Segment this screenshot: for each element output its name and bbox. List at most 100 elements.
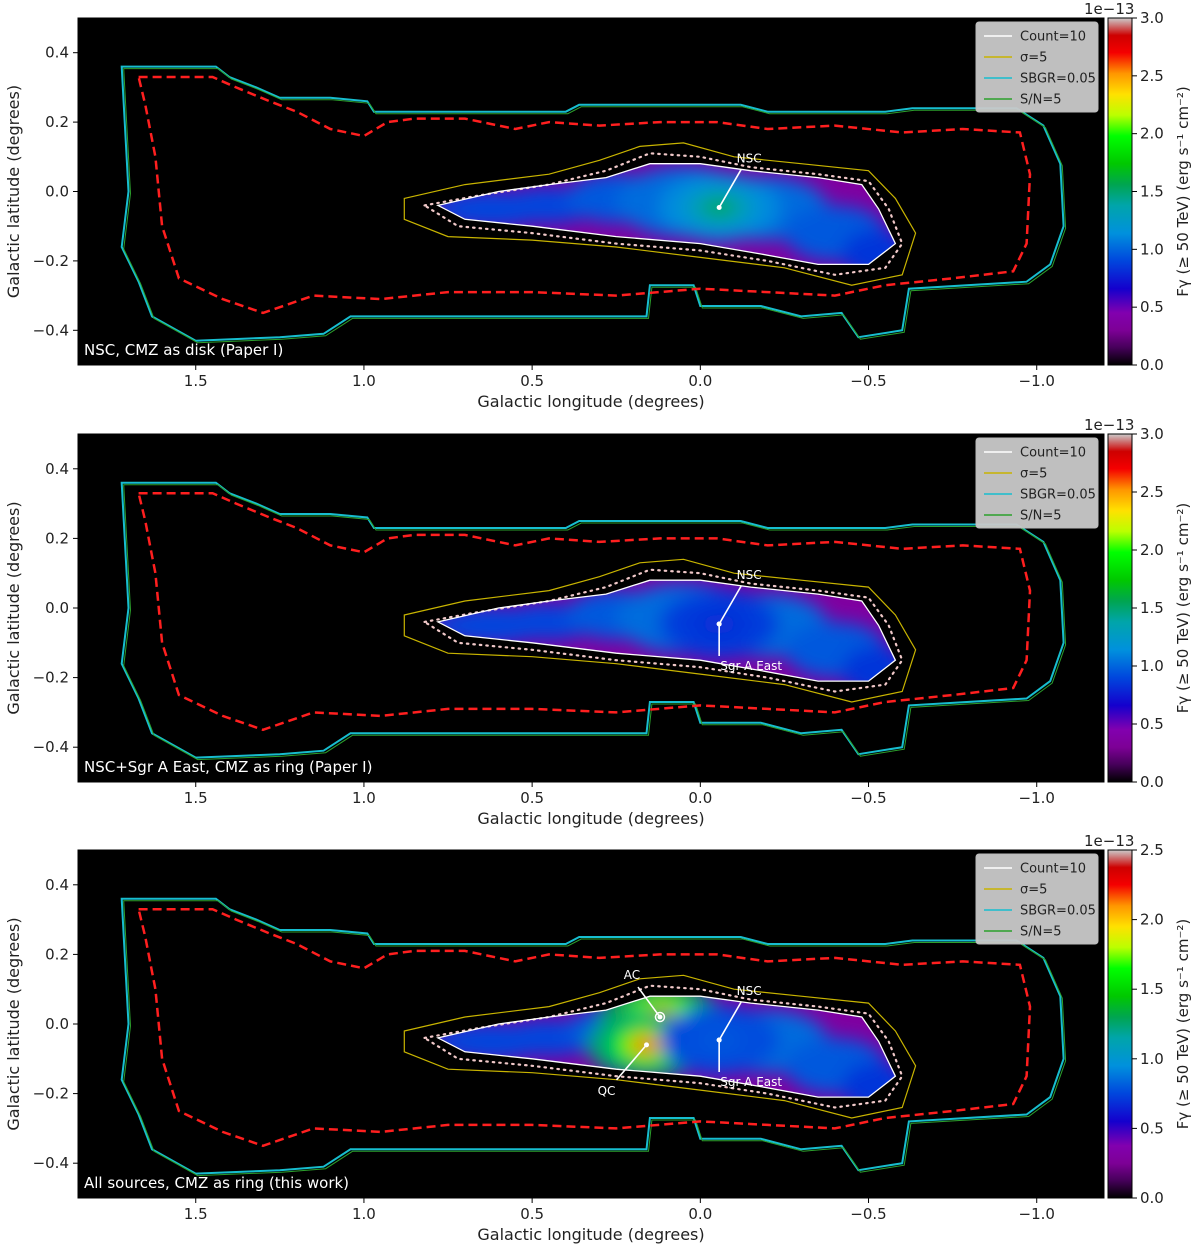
x-tick-label: 0.5 bbox=[520, 372, 544, 390]
y-tick-label: 0.2 bbox=[45, 113, 69, 131]
legend-entry: SBGR=0.05 bbox=[1020, 904, 1096, 919]
legend-entry: σ=5 bbox=[1020, 467, 1047, 482]
x-tick-label: 0.0 bbox=[688, 372, 712, 390]
panel-label: NSC, CMZ as disk (Paper I) bbox=[84, 341, 283, 359]
nsc-pointer bbox=[718, 1001, 742, 1041]
legend-entry: σ=5 bbox=[1020, 51, 1047, 66]
contour-sn bbox=[123, 68, 1067, 344]
colorbar-tick-label: 0.0 bbox=[1140, 1189, 1164, 1207]
x-tick-label: 1.5 bbox=[184, 1205, 208, 1223]
x-tick-label: 1.0 bbox=[352, 372, 376, 390]
source-label: QC bbox=[598, 1084, 616, 1098]
emission-map bbox=[437, 163, 896, 265]
contour-sn bbox=[123, 484, 1067, 761]
colorbar-label: Fγ (≥ 50 TeV) (erg s⁻¹ cm⁻²) bbox=[1174, 503, 1192, 713]
emission-map bbox=[437, 580, 896, 682]
y-tick-label: −0.2 bbox=[33, 1085, 69, 1103]
contour-sbgr bbox=[120, 65, 1065, 342]
colorbar-label: Fγ (≥ 50 TeV) (erg s⁻¹ cm⁻²) bbox=[1174, 86, 1192, 296]
contour-sigma bbox=[403, 558, 917, 703]
colorbar-tick-label: 2.0 bbox=[1140, 125, 1164, 143]
legend-entry: S/N=5 bbox=[1020, 93, 1062, 108]
contour-count bbox=[436, 995, 897, 1098]
colorbar-label: Fγ (≥ 50 TeV) (erg s⁻¹ cm⁻²) bbox=[1174, 919, 1192, 1129]
x-tick-label: 1.0 bbox=[352, 789, 376, 807]
source-label: AC bbox=[624, 968, 640, 982]
colorbar-scale: 1e−13 bbox=[1084, 832, 1134, 850]
x-tick-label: 0.0 bbox=[688, 1205, 712, 1223]
legend-entry: SBGR=0.05 bbox=[1020, 72, 1096, 87]
colorbar-scale: 1e−13 bbox=[1084, 416, 1134, 434]
x-tick-label: 0.5 bbox=[520, 789, 544, 807]
x-tick-label: 0.0 bbox=[688, 789, 712, 807]
source-label: Sgr A East bbox=[720, 659, 782, 673]
source-point bbox=[716, 1037, 722, 1043]
colorbar-tick-label: 1.0 bbox=[1140, 657, 1164, 675]
panel-2: NSC Sgr A East NSC+Sgr A East, CMZ as ring… bbox=[4, 416, 1192, 828]
source-point bbox=[657, 1014, 663, 1020]
colorbar-tick-label: 0.0 bbox=[1140, 773, 1164, 791]
legend: Count=10 σ=5 SBGR=0.05 S/N=5 bbox=[975, 853, 1099, 945]
colorbar-tick-label: 1.0 bbox=[1140, 240, 1164, 258]
legend-entry: Count=10 bbox=[1020, 446, 1086, 461]
x-tick-label: 0.5 bbox=[520, 1205, 544, 1223]
nsc-pointer bbox=[718, 169, 742, 208]
y-tick-label: 0.4 bbox=[45, 876, 69, 894]
colorbar-tick-label: 2.5 bbox=[1140, 483, 1164, 501]
colorbar-tick-label: 0.5 bbox=[1140, 1119, 1164, 1137]
contour-dashed bbox=[137, 75, 1032, 315]
colorbar-tick-label: 2.0 bbox=[1140, 541, 1164, 559]
y-axis-label: Galactic latitude (degrees) bbox=[4, 85, 23, 298]
contour-sn bbox=[123, 900, 1067, 1177]
y-tick-label: −0.4 bbox=[33, 321, 69, 339]
colorbar-tick-label: 2.0 bbox=[1140, 911, 1164, 929]
colorbar-tick-label: 0.0 bbox=[1140, 356, 1164, 374]
x-tick-label: −0.5 bbox=[850, 372, 886, 390]
y-tick-label: 0.2 bbox=[45, 945, 69, 963]
contour-sbgr bbox=[120, 897, 1065, 1175]
legend: Count=10 σ=5 SBGR=0.05 S/N=5 bbox=[975, 21, 1099, 113]
colorbar-tick-label: 1.5 bbox=[1140, 980, 1164, 998]
x-tick-label: −0.5 bbox=[850, 789, 886, 807]
y-tick-label: −0.2 bbox=[33, 669, 69, 687]
colorbar-tick-label: 2.5 bbox=[1140, 67, 1164, 85]
x-tick-label: 1.5 bbox=[184, 789, 208, 807]
colorbar-tick-label: 1.5 bbox=[1140, 183, 1164, 201]
colorbar-tick-label: 3.0 bbox=[1140, 9, 1164, 27]
contour-dotted bbox=[421, 984, 904, 1109]
colorbar: 0.0 0.5 1.0 1.5 2.0 2.5 3.0 1e−13 Fγ (≥ 50 TeV) … bbox=[1084, 416, 1192, 791]
legend-entry: Count=10 bbox=[1020, 862, 1086, 877]
panel-label: NSC+Sgr A East, CMZ as ring (Paper I) bbox=[84, 758, 372, 776]
x-tick-label: −1.0 bbox=[1019, 372, 1055, 390]
legend-entry: S/N=5 bbox=[1020, 925, 1062, 940]
source-point bbox=[644, 1042, 650, 1048]
x-tick-label: 1.5 bbox=[184, 372, 208, 390]
x-tick-label: −1.0 bbox=[1019, 789, 1055, 807]
colorbar-scale: 1e−13 bbox=[1084, 0, 1134, 18]
x-tick-label: −1.0 bbox=[1019, 1205, 1055, 1223]
emission-map bbox=[437, 996, 896, 1098]
source-label: NSC bbox=[737, 568, 762, 582]
legend-entry: S/N=5 bbox=[1020, 509, 1062, 524]
y-tick-label: −0.2 bbox=[33, 252, 69, 270]
y-axis-label: Galactic latitude (degrees) bbox=[4, 917, 23, 1130]
panel-1: NSC NSC, CMZ as disk (Paper I) Count=10 σ=5… bbox=[4, 0, 1192, 411]
colorbar-tick-label: 2.5 bbox=[1140, 841, 1164, 859]
y-tick-label: 0.0 bbox=[45, 599, 69, 617]
contour-sbgr bbox=[120, 481, 1065, 759]
legend-entry: σ=5 bbox=[1020, 883, 1047, 898]
y-tick-label: 0.0 bbox=[45, 183, 69, 201]
colorbar-tick-label: 1.0 bbox=[1140, 1050, 1164, 1068]
contour-dotted bbox=[421, 568, 904, 693]
contour-sigma bbox=[403, 142, 917, 286]
colorbar-tick-label: 3.0 bbox=[1140, 425, 1164, 443]
legend-entry: SBGR=0.05 bbox=[1020, 488, 1096, 503]
contour-count bbox=[436, 579, 897, 682]
x-tick-label: 1.0 bbox=[352, 1205, 376, 1223]
source-point bbox=[716, 204, 722, 210]
colorbar-tick-label: 0.5 bbox=[1140, 298, 1164, 316]
x-axis-label: Galactic longitude (degrees) bbox=[477, 1225, 704, 1244]
ac-pointer bbox=[637, 986, 661, 1018]
x-axis-label: Galactic longitude (degrees) bbox=[477, 392, 704, 411]
contour-dotted bbox=[421, 152, 904, 276]
